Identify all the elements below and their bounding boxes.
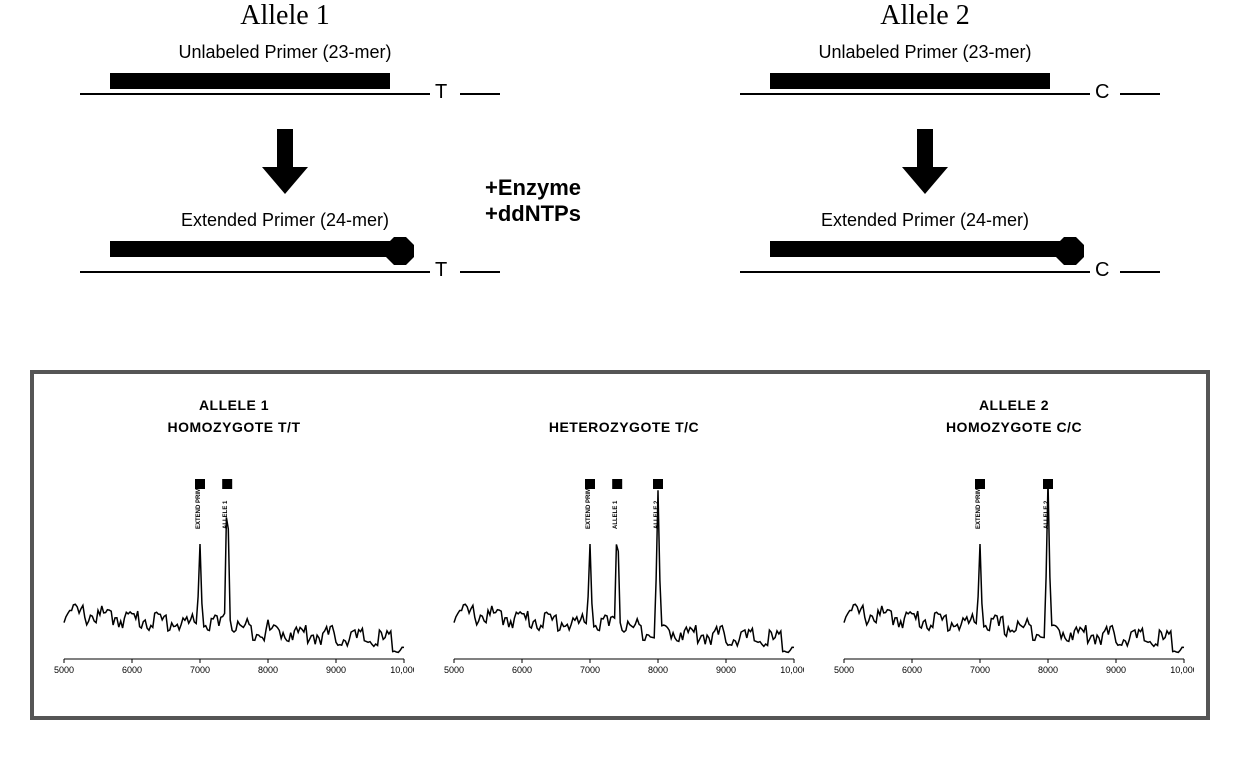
primer-bar <box>770 73 1050 89</box>
nucleotide-T-ext: T <box>435 259 447 282</box>
svg-text:ALLELE 2: ALLELE 2 <box>654 500 660 529</box>
svg-text:ALLELE 2: ALLELE 2 <box>1044 500 1050 529</box>
allele1-bottom-diagram: T <box>60 239 510 289</box>
svg-text:EXTEND PRIMER: EXTEND PRIMER <box>196 479 202 529</box>
svg-text:5000: 5000 <box>834 665 854 675</box>
terminator-octagon <box>386 237 414 265</box>
svg-text:6000: 6000 <box>902 665 922 675</box>
svg-text:EXTEND PRIMER: EXTEND PRIMER <box>586 479 592 529</box>
svg-text:ALLELE 1: ALLELE 1 <box>613 500 619 529</box>
primer-bar-ext <box>770 241 1060 257</box>
arrow-down <box>60 129 510 194</box>
nucleotide-C-ext: C <box>1095 259 1109 282</box>
svg-text:10,000: 10,000 <box>1170 665 1194 675</box>
svg-text:5000: 5000 <box>444 665 464 675</box>
template-line-right-ext <box>460 271 500 273</box>
plot-heterozygote: HETEROZYGOTE T/C 5000 6000 7000 8000 9000 10,… <box>444 394 804 684</box>
template-line-left <box>740 93 1090 95</box>
svg-text:ALLELE 1: ALLELE 1 <box>223 500 229 529</box>
svg-text:7000: 7000 <box>580 665 600 675</box>
svg-text:9000: 9000 <box>716 665 736 675</box>
allele2-section: Allele 2 Unlabeled Primer (23-mer) C Ext… <box>700 0 1150 294</box>
template-line-right <box>460 93 500 95</box>
allele1-top-diagram: T <box>60 71 510 121</box>
mass-spec-panel: ALLELE 1 HOMOZYGOTE T/T 5000 6000 7000 8000… <box>30 370 1210 720</box>
allele1-unlabeled-text: Unlabeled Primer (23-mer) <box>60 42 510 63</box>
plot-title-B: HETEROZYGOTE T/C <box>444 394 804 439</box>
svg-text:EXTEND PRIMER: EXTEND PRIMER <box>976 479 982 529</box>
svg-text:7000: 7000 <box>970 665 990 675</box>
enzyme-text: +Enzyme <box>485 175 581 201</box>
plot-allele2-homozygote: ALLELE 2 HOMOZYGOTE C/C 5000 6000 7000 8000… <box>834 394 1194 684</box>
svg-text:9000: 9000 <box>326 665 346 675</box>
svg-text:8000: 8000 <box>1038 665 1058 675</box>
svg-text:8000: 8000 <box>648 665 668 675</box>
plot-title-A: ALLELE 1 HOMOZYGOTE T/T <box>54 394 414 439</box>
svg-text:9000: 9000 <box>1106 665 1126 675</box>
plot-title-C: ALLELE 2 HOMOZYGOTE C/C <box>834 394 1194 439</box>
template-line-right <box>1120 93 1160 95</box>
primer-bar <box>110 73 390 89</box>
svg-text:5000: 5000 <box>54 665 74 675</box>
spectrum-C: 5000 6000 7000 8000 9000 10,000 EXTEND PRIMER A… <box>834 469 1194 679</box>
plot-allele1-homozygote: ALLELE 1 HOMOZYGOTE T/T 5000 6000 7000 8000… <box>54 394 414 684</box>
spectrum-A: 5000 6000 7000 8000 9000 10,000 EXTEND PRIMER A… <box>54 469 414 679</box>
allele2-title: Allele 2 <box>700 0 1150 32</box>
svg-text:10,000: 10,000 <box>390 665 414 675</box>
allele2-top-diagram: C <box>700 71 1150 121</box>
allele2-unlabeled-text: Unlabeled Primer (23-mer) <box>700 42 1150 63</box>
figure-container: Allele 1 Unlabeled Primer (23-mer) T Ext… <box>0 0 1240 759</box>
primer-bar-ext <box>110 241 390 257</box>
nucleotide-C: C <box>1095 81 1109 104</box>
ddntps-text: +ddNTPs <box>485 201 581 227</box>
svg-text:7000: 7000 <box>190 665 210 675</box>
nucleotide-T: T <box>435 81 447 104</box>
allele2-extended-text: Extended Primer (24-mer) <box>700 210 1150 231</box>
arrow-down <box>700 129 1150 194</box>
terminator-octagon <box>1056 237 1084 265</box>
svg-text:8000: 8000 <box>258 665 278 675</box>
reaction-conditions: +Enzyme +ddNTPs <box>485 175 581 227</box>
spectrum-B: 5000 6000 7000 8000 9000 10,000 EXTEND PRIMER A… <box>444 469 804 679</box>
template-line-left-ext <box>80 271 430 273</box>
svg-text:6000: 6000 <box>122 665 142 675</box>
template-line-left <box>80 93 430 95</box>
allele1-extended-text: Extended Primer (24-mer) <box>60 210 510 231</box>
template-line-left-ext <box>740 271 1090 273</box>
allele2-bottom-diagram: C <box>700 239 1150 289</box>
allele1-section: Allele 1 Unlabeled Primer (23-mer) T Ext… <box>60 0 510 294</box>
allele1-title: Allele 1 <box>60 0 510 32</box>
template-line-right-ext <box>1120 271 1160 273</box>
svg-text:10,000: 10,000 <box>780 665 804 675</box>
svg-text:6000: 6000 <box>512 665 532 675</box>
